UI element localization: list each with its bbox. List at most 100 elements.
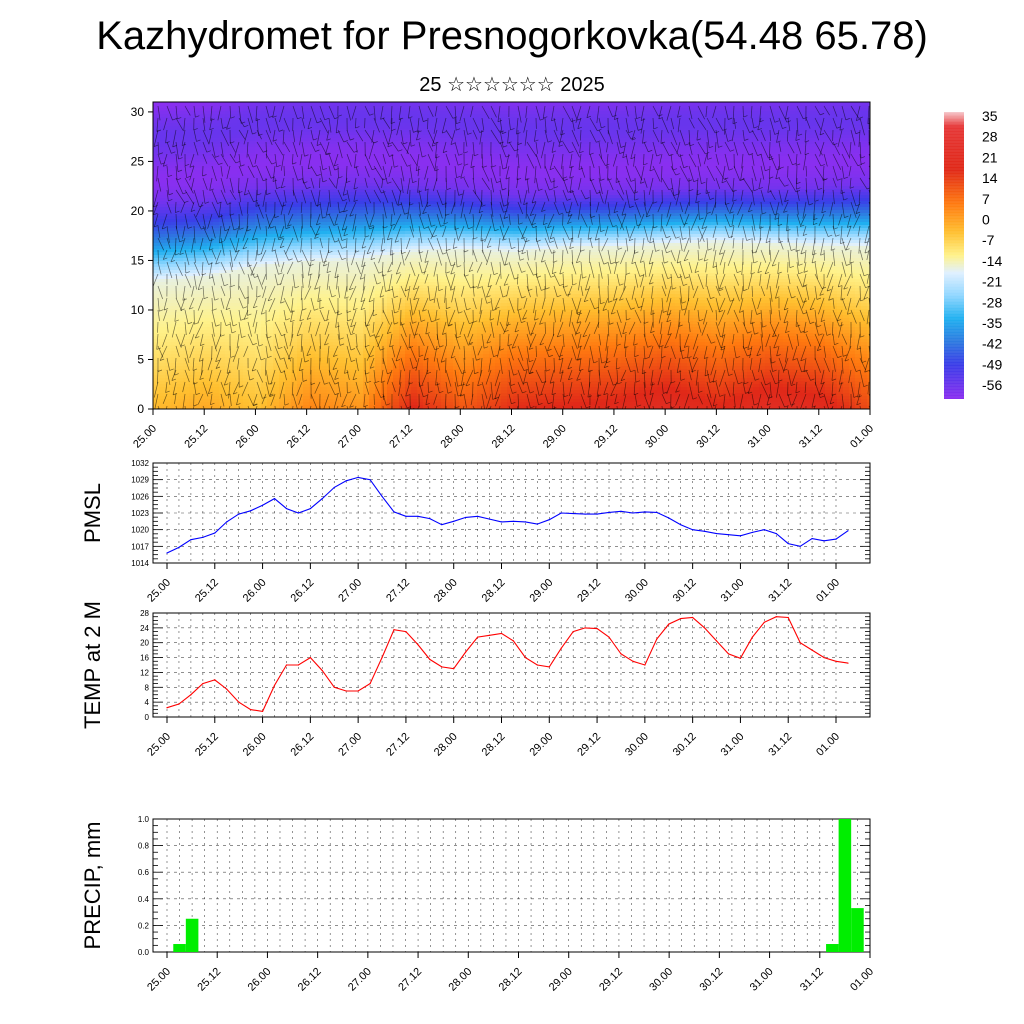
data-point [656, 638, 658, 640]
data-point [751, 531, 753, 534]
x-tick-label: 01.00 [814, 577, 842, 605]
wind-barbs [153, 105, 870, 409]
data-point [680, 524, 682, 526]
data-point [441, 524, 443, 526]
y-tick-label: 1017 [131, 542, 149, 551]
data-point [285, 507, 288, 510]
section-x-tick-label: 27.12 [387, 423, 415, 451]
data-point [727, 534, 730, 536]
section-x-tick-label: 29.12 [592, 423, 620, 451]
data-point [238, 513, 240, 515]
x-tick-label: 28.12 [480, 731, 508, 759]
pmsl-panel: 1014 1017 1020 1023 1026 1029 1032 25.00 25.12 26… [80, 459, 871, 605]
data-point [214, 532, 216, 534]
data-point [405, 630, 407, 633]
data-point [393, 629, 395, 631]
data-point [345, 690, 347, 692]
precip-bar [838, 819, 852, 952]
data-point [488, 634, 491, 636]
data-point [226, 521, 228, 523]
y-tick-label: 1032 [131, 459, 149, 468]
data-point [417, 643, 419, 646]
data-point [811, 649, 813, 651]
y-tick-label: 20 [140, 639, 149, 648]
data-point [823, 540, 825, 542]
data-point [799, 642, 801, 644]
data-point [500, 632, 503, 635]
data-point [178, 703, 180, 705]
x-tick-label: 31.00 [719, 577, 747, 605]
data-point [620, 510, 622, 512]
data-point [847, 530, 849, 532]
colorbar-label: 14 [982, 170, 998, 186]
x-tick-label: 31.12 [798, 966, 826, 994]
data-point [739, 535, 742, 537]
data-point [226, 688, 228, 690]
data-point [190, 694, 192, 696]
data-point [799, 545, 801, 547]
y-tick-label: 0.2 [138, 921, 150, 930]
precip-panel: 0.0 0.2 0.4 0.6 0.8 1.0 25.00 25.12 26.00 26.12 27… [80, 815, 876, 994]
data-point [321, 497, 323, 500]
section-y-tick-label: 30 [131, 105, 145, 119]
data-point [369, 479, 371, 481]
data-point [453, 520, 455, 522]
panel-frame [152, 612, 871, 718]
section-x-tick-label: 25.00 [131, 423, 159, 451]
data-point [787, 542, 789, 545]
y-tick-label: 1014 [131, 559, 149, 568]
x-tick-label: 28.12 [497, 966, 525, 994]
x-tick-label: 27.12 [396, 966, 424, 994]
y-tick-label: 1029 [131, 476, 149, 485]
precip-bar [185, 918, 199, 952]
data-point [536, 664, 538, 666]
y-tick-label: 0.4 [138, 895, 150, 904]
data-point [500, 521, 503, 523]
section-x-tick-label: 28.00 [438, 423, 466, 451]
data-point [536, 523, 538, 525]
data-point [668, 517, 670, 519]
colorbar-label: -14 [982, 253, 1002, 269]
data-point [429, 517, 431, 520]
section-y-axis: 0 5 10 15 20 25 30 [131, 105, 153, 416]
y-tick-label: 12 [140, 668, 149, 677]
section-x-tick-label: 30.00 [643, 423, 671, 451]
x-tick-label: 29.12 [575, 731, 603, 759]
data-point [751, 636, 753, 638]
data-point [345, 480, 347, 482]
data-point [512, 640, 515, 642]
data-point [632, 512, 634, 514]
x-tick-label: 30.00 [623, 731, 651, 759]
data-point [238, 701, 240, 703]
data-point [477, 636, 479, 638]
data-point [441, 666, 443, 668]
x-tick-label: 30.12 [698, 966, 726, 994]
precip-bar [173, 944, 186, 952]
y-axis-title: PRECIP, mm [80, 822, 105, 950]
section-x-tick-label: 31.00 [746, 423, 774, 451]
data-point [321, 669, 323, 672]
data-point [285, 664, 288, 666]
x-tick-label: 28.00 [432, 577, 460, 605]
y-axis-title: TEMP at 2 M [80, 601, 105, 729]
section-x-tick-label: 26.12 [285, 423, 313, 451]
data-point [596, 513, 598, 515]
x-tick-label: 31.00 [748, 966, 776, 994]
y-tick-label: 0.6 [138, 868, 150, 877]
data-point [190, 539, 192, 541]
data-point [572, 512, 574, 515]
x-tick-label: 30.00 [623, 577, 651, 605]
x-tick-label: 29.00 [527, 577, 555, 605]
data-point [357, 690, 359, 692]
x-tick-label: 31.12 [766, 577, 794, 605]
data-point [644, 511, 646, 513]
y-tick-label: 16 [140, 654, 149, 663]
section-y-tick-label: 10 [131, 303, 145, 317]
x-tick-label: 01.00 [848, 966, 876, 994]
data-point [835, 660, 837, 662]
x-tick-label: 26.12 [296, 966, 324, 994]
data-point [727, 653, 730, 655]
y-tick-label: 28 [140, 609, 149, 618]
data-point [787, 616, 789, 619]
